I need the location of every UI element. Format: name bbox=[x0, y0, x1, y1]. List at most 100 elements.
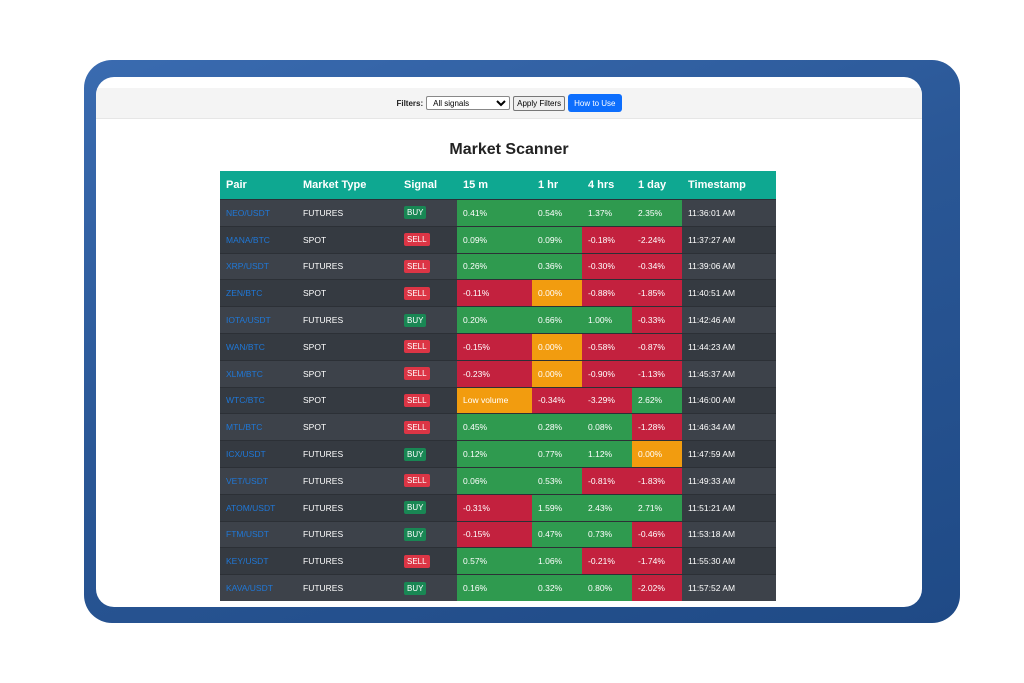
signal-badge: BUY bbox=[404, 313, 427, 327]
change-cell-h1: 0.00% bbox=[532, 279, 582, 307]
table-row: ICX/USDT FUTURES BUY 0.12% 0.77% 1.12% 0.00% 11… bbox=[220, 440, 776, 468]
change-cell-h4: 2.43% bbox=[582, 493, 632, 522]
signal-cell: BUY bbox=[398, 199, 457, 227]
change-cell-h1: 0.53% bbox=[532, 466, 582, 495]
signal-cell: SELL bbox=[398, 279, 457, 307]
market-type-cell: SPOT bbox=[297, 359, 398, 388]
change-cell-h1: 0.66% bbox=[532, 306, 582, 334]
change-cell-h1: 0.28% bbox=[532, 413, 582, 441]
market-scanner-table: Pair Market Type Signal 15 m 1 hr 4 hrs … bbox=[220, 171, 776, 601]
pair-link[interactable]: ZEN/BTC bbox=[220, 279, 297, 307]
column-header-15m[interactable]: 15 m bbox=[457, 171, 532, 200]
market-type-cell: SPOT bbox=[297, 332, 398, 361]
change-cell-h1: 0.00% bbox=[532, 359, 582, 388]
timestamp-cell: 11:39:06 AM bbox=[682, 252, 776, 280]
pair-link[interactable]: FTM/USDT bbox=[220, 520, 297, 548]
change-cell-d1: -2.02% bbox=[632, 574, 682, 601]
signal-cell: SELL bbox=[398, 332, 457, 361]
market-type-cell: FUTURES bbox=[297, 574, 398, 601]
change-cell-h1: 0.77% bbox=[532, 440, 582, 468]
change-cell-m15: 0.09% bbox=[457, 225, 532, 254]
change-cell-h1: 0.36% bbox=[532, 252, 582, 280]
signal-badge: BUY bbox=[404, 206, 427, 220]
pair-link[interactable]: VET/USDT bbox=[220, 466, 297, 495]
timestamp-cell: 11:37:27 AM bbox=[682, 225, 776, 254]
pair-link[interactable]: ATOM/USDT bbox=[220, 493, 297, 522]
signal-cell: SELL bbox=[398, 386, 457, 414]
signal-badge: SELL bbox=[404, 367, 430, 381]
pair-link[interactable]: NEO/USDT bbox=[220, 199, 297, 227]
filter-bar: Filters: All signals Apply Filters How t… bbox=[96, 88, 922, 119]
signal-cell: SELL bbox=[398, 225, 457, 254]
market-type-cell: FUTURES bbox=[297, 520, 398, 548]
pair-link[interactable]: MANA/BTC bbox=[220, 225, 297, 254]
pair-link[interactable]: WTC/BTC bbox=[220, 386, 297, 414]
signal-cell: SELL bbox=[398, 252, 457, 280]
apply-filters-button[interactable]: Apply Filters bbox=[513, 95, 566, 111]
timestamp-cell: 11:40:51 AM bbox=[682, 279, 776, 307]
change-cell-d1: -1.28% bbox=[632, 413, 682, 441]
pair-link[interactable]: ICX/USDT bbox=[220, 440, 297, 468]
market-type-cell: FUTURES bbox=[297, 493, 398, 522]
column-header-pair[interactable]: Pair bbox=[220, 171, 297, 200]
change-cell-h1: 0.00% bbox=[532, 332, 582, 361]
pair-link[interactable]: KAVA/USDT bbox=[220, 574, 297, 601]
pair-link[interactable]: XRP/USDT bbox=[220, 252, 297, 280]
column-header-1day[interactable]: 1 day bbox=[632, 171, 682, 200]
column-header-4hrs[interactable]: 4 hrs bbox=[582, 171, 632, 200]
change-cell-d1: -1.83% bbox=[632, 466, 682, 495]
change-cell-d1: 0.00% bbox=[632, 440, 682, 468]
signal-cell: SELL bbox=[398, 413, 457, 441]
pair-link[interactable]: XLM/BTC bbox=[220, 359, 297, 388]
signal-badge: SELL bbox=[404, 233, 430, 247]
column-header-timestamp[interactable]: Timestamp bbox=[682, 171, 776, 200]
table-row: FTM/USDT FUTURES BUY -0.15% 0.47% 0.73% -0.46%… bbox=[220, 520, 776, 548]
signal-badge: BUY bbox=[404, 501, 427, 515]
pair-link[interactable]: WAN/BTC bbox=[220, 332, 297, 361]
market-type-cell: FUTURES bbox=[297, 252, 398, 280]
signal-cell: BUY bbox=[398, 440, 457, 468]
table-row: XRP/USDT FUTURES SELL 0.26% 0.36% -0.30% -0.34… bbox=[220, 252, 776, 280]
market-type-cell: FUTURES bbox=[297, 440, 398, 468]
how-to-use-button[interactable]: How to Use bbox=[568, 94, 622, 112]
change-cell-h4: -0.21% bbox=[582, 547, 632, 575]
change-cell-m15: -0.15% bbox=[457, 520, 532, 548]
column-header-1hr[interactable]: 1 hr bbox=[532, 171, 582, 200]
change-cell-d1: -1.74% bbox=[632, 547, 682, 575]
timestamp-cell: 11:36:01 AM bbox=[682, 199, 776, 227]
change-cell-m15: 0.45% bbox=[457, 413, 532, 441]
change-cell-m15: 0.26% bbox=[457, 252, 532, 280]
timestamp-cell: 11:51:21 AM bbox=[682, 493, 776, 522]
change-cell-h4: -0.81% bbox=[582, 466, 632, 495]
timestamp-cell: 11:47:59 AM bbox=[682, 440, 776, 468]
table-row: XLM/BTC SPOT SELL -0.23% 0.00% -0.90% -1.13% 11… bbox=[220, 359, 776, 388]
signal-cell: BUY bbox=[398, 574, 457, 601]
pair-link[interactable]: IOTA/USDT bbox=[220, 306, 297, 334]
signal-cell: SELL bbox=[398, 547, 457, 575]
change-cell-d1: -0.46% bbox=[632, 520, 682, 548]
change-cell-d1: -2.24% bbox=[632, 225, 682, 254]
pair-link[interactable]: KEY/USDT bbox=[220, 547, 297, 575]
signal-cell: BUY bbox=[398, 520, 457, 548]
change-cell-h4: 0.73% bbox=[582, 520, 632, 548]
signal-badge: SELL bbox=[404, 554, 430, 568]
change-cell-h4: 1.00% bbox=[582, 306, 632, 334]
change-cell-m15: -0.15% bbox=[457, 332, 532, 361]
pair-link[interactable]: MTL/BTC bbox=[220, 413, 297, 441]
change-cell-h4: -0.88% bbox=[582, 279, 632, 307]
change-cell-m15: 0.16% bbox=[457, 574, 532, 601]
table-row: NEO/USDT FUTURES BUY 0.41% 0.54% 1.37% 2.35% 11… bbox=[220, 199, 776, 227]
change-cell-m15: 0.06% bbox=[457, 466, 532, 495]
column-header-market-type[interactable]: Market Type bbox=[297, 171, 398, 200]
table-row: ATOM/USDT FUTURES BUY -0.31% 1.59% 2.43% 2.71%… bbox=[220, 493, 776, 522]
column-header-signal[interactable]: Signal bbox=[398, 171, 457, 200]
signal-filter-select[interactable]: All signals bbox=[426, 96, 511, 110]
timestamp-cell: 11:49:33 AM bbox=[682, 466, 776, 495]
change-cell-d1: -0.34% bbox=[632, 252, 682, 280]
filters-label: Filters: bbox=[396, 98, 424, 108]
change-cell-h4: -0.90% bbox=[582, 359, 632, 388]
signal-cell: BUY bbox=[398, 306, 457, 334]
change-cell-d1: -0.87% bbox=[632, 332, 682, 361]
signal-badge: BUY bbox=[404, 447, 427, 461]
table-row: ZEN/BTC SPOT SELL -0.11% 0.00% -0.88% -1.85% 11… bbox=[220, 279, 776, 307]
